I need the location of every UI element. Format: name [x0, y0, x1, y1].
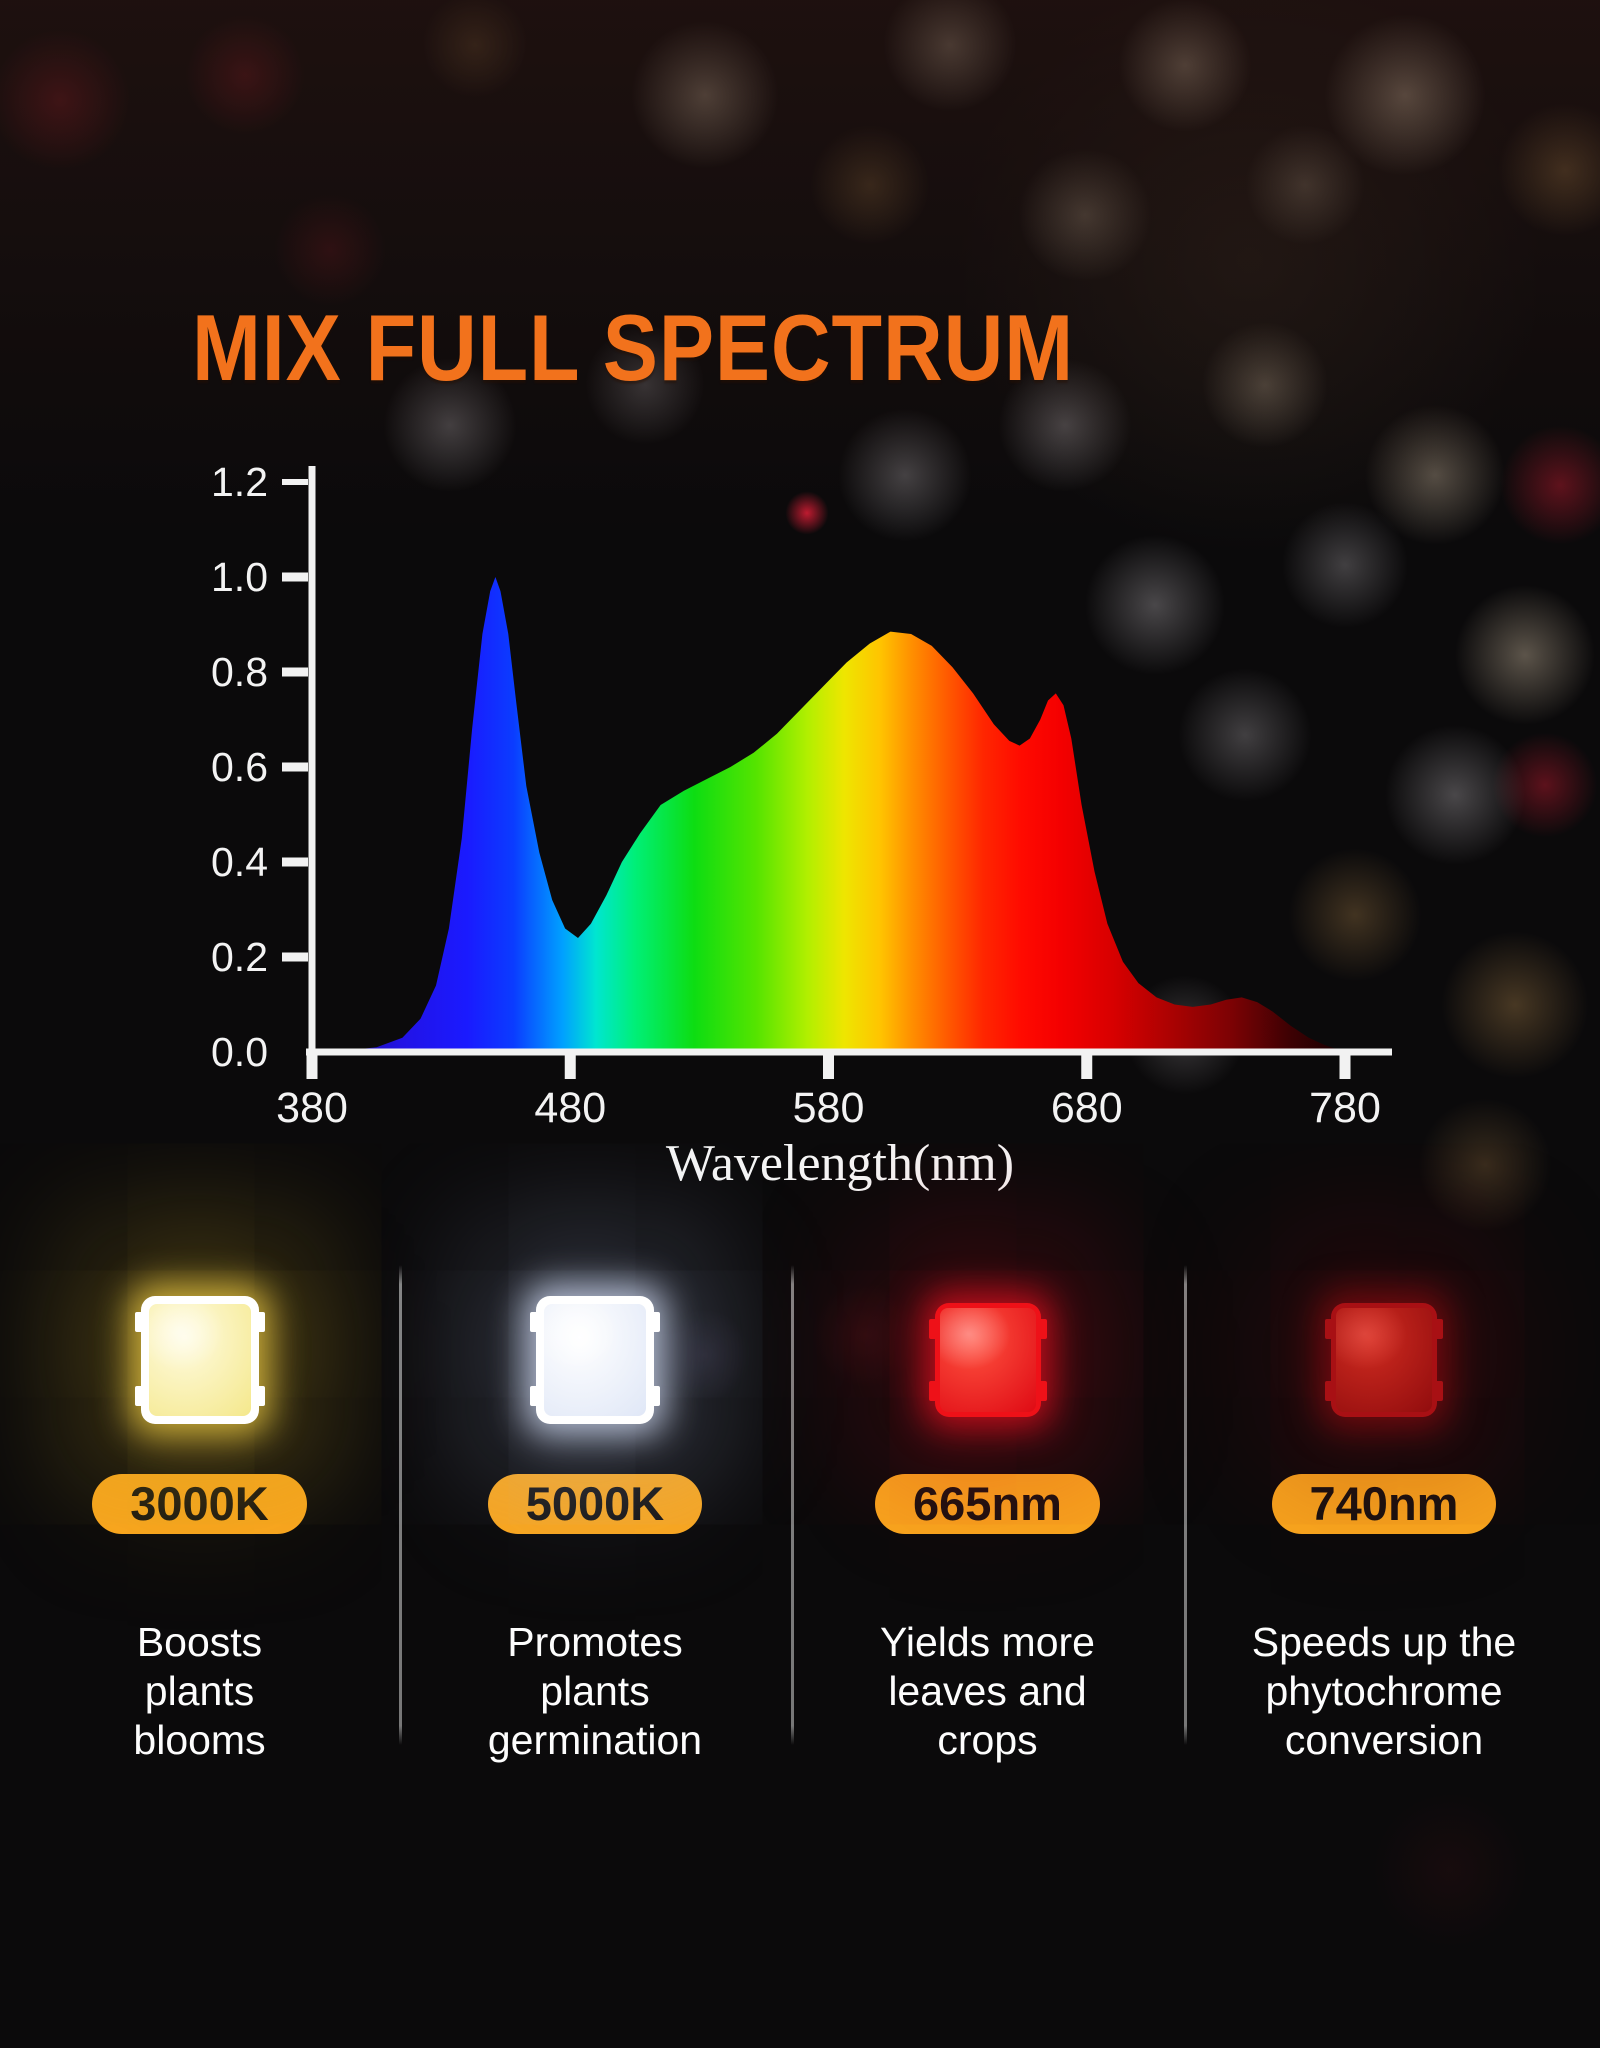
x-axis-title: Wavelength(nm) — [666, 1135, 1014, 1192]
y-tick — [282, 952, 308, 962]
x-tick — [823, 1052, 834, 1079]
wavelength-badge: 3000K — [92, 1474, 307, 1534]
description-line: plants — [540, 1668, 650, 1714]
column-740nm: 740nm Speeds up the phytochrome conversi… — [1184, 1260, 1584, 1765]
x-tick — [564, 1052, 576, 1079]
chip-description: Speeds up the phytochrome conversion — [1184, 1618, 1584, 1765]
description-line: Promotes — [507, 1619, 683, 1665]
led-chip-glow — [0, 1260, 399, 1460]
cool-white-led-chip-icon — [530, 1296, 660, 1424]
chip-description: Boosts plants blooms — [0, 1618, 399, 1765]
wavelength-badge: 5000K — [487, 1474, 703, 1534]
y-tick-label: 1.0 — [211, 554, 268, 600]
y-tick-label: 0.4 — [211, 839, 268, 885]
y-tick-label: 0.8 — [211, 649, 268, 695]
column-3000k: 3000K Boosts plants blooms — [0, 1260, 399, 1765]
y-tick — [282, 572, 308, 582]
column-665nm: 665nm Yields more leaves and crops — [791, 1260, 1184, 1765]
description-line: phytochrome — [1265, 1668, 1503, 1714]
spectrum-curve — [312, 577, 1345, 1052]
led-chip-face — [148, 1304, 251, 1416]
description-line: plants — [144, 1668, 255, 1714]
red-led-chip-icon — [928, 1303, 1047, 1417]
y-tick — [282, 857, 308, 867]
x-axis — [306, 1048, 1392, 1056]
x-tick-label: 480 — [534, 1084, 606, 1132]
description-line: conversion — [1284, 1717, 1484, 1763]
page-title: MIX FULL SPECTRUM — [192, 295, 1074, 400]
x-tick-label: 380 — [276, 1084, 348, 1132]
description-line: germination — [487, 1717, 703, 1763]
description-line: crops — [937, 1717, 1038, 1763]
column-divider — [791, 1265, 794, 1745]
led-chip-glow — [791, 1260, 1184, 1460]
x-tick-label: 780 — [1309, 1084, 1381, 1132]
column-divider — [1184, 1265, 1187, 1745]
description-line: blooms — [133, 1717, 266, 1763]
chip-description: Promotes plants germination — [399, 1618, 791, 1765]
description-line: Boosts — [136, 1619, 263, 1665]
y-tick — [282, 762, 308, 772]
x-tick — [306, 1052, 318, 1079]
chip-description: Yields more leaves and crops — [791, 1618, 1184, 1765]
x-tick-label: 680 — [1051, 1084, 1123, 1132]
y-tick — [282, 479, 308, 485]
led-chip-face — [939, 1308, 1036, 1412]
spectrum-chart: 0.0 0.2 0.4 0.6 0.8 1.0 1.2 380 480 580 680 780 Wave… — [211, 459, 1392, 1192]
y-tick-label: 1.2 — [211, 459, 268, 505]
led-chip-face — [1336, 1308, 1432, 1412]
y-tick-label: 0.6 — [211, 744, 268, 790]
wavelength-badge: 740nm — [1271, 1474, 1497, 1534]
column-divider — [399, 1265, 402, 1745]
x-tick — [1081, 1052, 1093, 1079]
led-chip-glow — [1184, 1260, 1584, 1460]
description-line: leaves and — [888, 1668, 1087, 1714]
far-red-led-chip-icon — [1325, 1303, 1443, 1417]
description-line: Yields more — [880, 1619, 1095, 1665]
y-tick — [282, 667, 308, 677]
x-tick — [1339, 1052, 1351, 1079]
description-line: Speeds up the — [1251, 1619, 1517, 1665]
wavelength-badge: 665nm — [875, 1474, 1100, 1534]
x-tick-label: 580 — [793, 1084, 865, 1132]
led-chip-face — [544, 1304, 646, 1416]
led-legend: 3000K Boosts plants blooms 5000K Promote… — [0, 1260, 1600, 1880]
warm-white-led-chip-icon — [134, 1296, 265, 1424]
y-tick-label: 0.2 — [211, 934, 268, 980]
led-chip-glow — [399, 1260, 791, 1460]
column-5000k: 5000K Promotes plants germination — [399, 1260, 791, 1765]
y-axis — [308, 466, 316, 1056]
y-tick-label: 0.0 — [211, 1029, 268, 1075]
